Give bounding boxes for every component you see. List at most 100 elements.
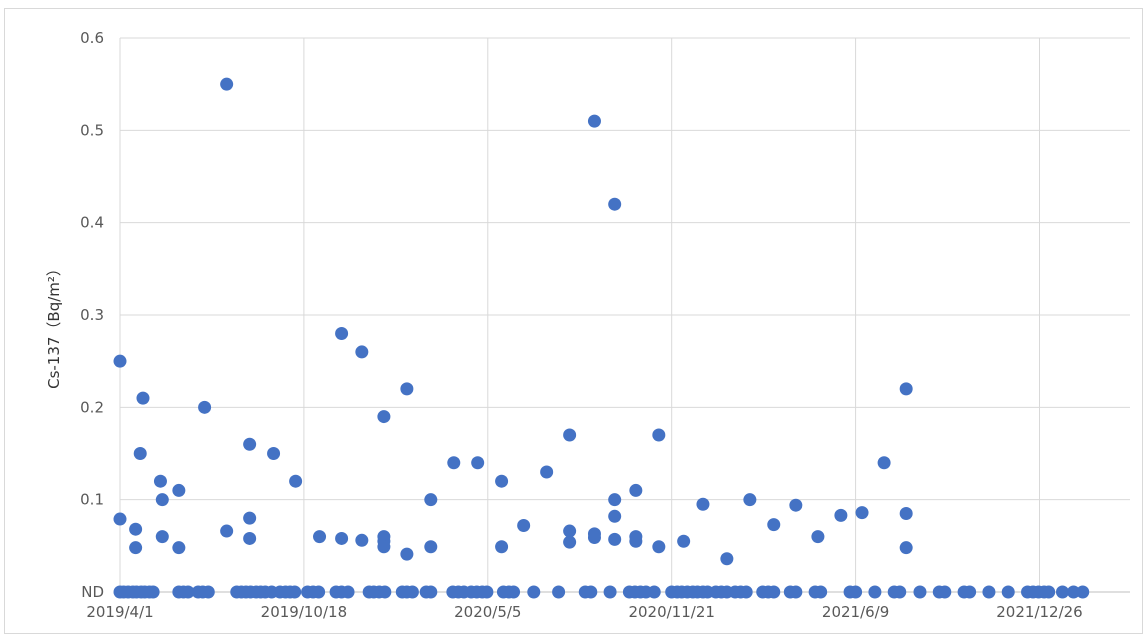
y-tick-label: 0.1 bbox=[80, 491, 104, 509]
data-point bbox=[608, 197, 622, 211]
y-tick-label: 0.6 bbox=[80, 29, 104, 47]
data-point bbox=[563, 428, 577, 442]
nd-point bbox=[146, 585, 160, 599]
data-point bbox=[129, 541, 143, 555]
data-point bbox=[155, 493, 169, 507]
data-point bbox=[447, 456, 461, 470]
y-tick-labels: ND 0.1 0.2 0.3 0.4 0.5 0.6 bbox=[80, 29, 104, 601]
nd-point bbox=[893, 585, 907, 599]
nd-point bbox=[584, 585, 598, 599]
nd-point bbox=[963, 585, 977, 599]
nd-point bbox=[849, 585, 863, 599]
data-point bbox=[243, 511, 257, 525]
data-point bbox=[220, 524, 234, 538]
data-point bbox=[335, 326, 349, 340]
gridlines bbox=[119, 37, 1130, 592]
data-point bbox=[267, 447, 281, 460]
scatter-chart: ND0.10.20.30.40.50.6 2019/4/1 2019/10/18 2… bbox=[45, 29, 1130, 621]
y-tick-label: 0.2 bbox=[80, 398, 104, 416]
data-point bbox=[608, 532, 622, 546]
nd-point bbox=[814, 585, 828, 599]
data-point bbox=[335, 531, 349, 545]
data-point bbox=[899, 382, 913, 396]
x-tick-label: 2020/5/5 bbox=[454, 603, 521, 621]
data-point bbox=[652, 540, 666, 554]
data-point bbox=[696, 497, 710, 511]
data-point bbox=[495, 474, 509, 488]
x-tick-label: 2020/11/21 bbox=[628, 603, 714, 621]
x-tick-label: 2019/4/1 bbox=[86, 603, 153, 621]
nd-point bbox=[868, 585, 882, 599]
data-point bbox=[789, 498, 803, 512]
data-point bbox=[540, 465, 554, 479]
data-point bbox=[133, 447, 147, 460]
nd-point bbox=[1076, 585, 1090, 599]
x-tick-labels: 2019/4/1 2019/10/18 2020/5/5 2020/11/21 2021… bbox=[86, 603, 1082, 621]
nd-point bbox=[181, 585, 195, 599]
data-point bbox=[629, 534, 643, 548]
data-point bbox=[563, 524, 577, 538]
data-point bbox=[377, 540, 391, 554]
nd-point bbox=[1042, 585, 1056, 599]
data-point bbox=[517, 519, 531, 533]
data-point bbox=[495, 540, 509, 554]
data-point bbox=[587, 531, 601, 545]
data-point bbox=[377, 410, 391, 424]
nd-point bbox=[1001, 585, 1015, 599]
nd-point bbox=[312, 585, 326, 599]
nd-point bbox=[288, 585, 302, 599]
data-point bbox=[652, 428, 666, 442]
data-point bbox=[113, 354, 127, 368]
nd-point bbox=[552, 585, 566, 599]
nd-point bbox=[1067, 585, 1081, 599]
x-tick-label: 2021/12/26 bbox=[996, 603, 1082, 621]
data-point bbox=[153, 474, 167, 488]
data-point bbox=[677, 534, 691, 548]
data-point bbox=[767, 518, 781, 532]
data-point bbox=[400, 547, 414, 561]
nd-point bbox=[767, 585, 781, 599]
data-point bbox=[720, 552, 734, 566]
data-point bbox=[424, 540, 438, 554]
data-points bbox=[113, 77, 1090, 599]
x-tick-label: 2021/6/9 bbox=[822, 603, 889, 621]
data-point bbox=[220, 77, 234, 91]
data-point bbox=[877, 456, 891, 470]
data-point bbox=[243, 531, 257, 545]
data-point bbox=[355, 533, 369, 547]
data-point bbox=[172, 541, 186, 555]
data-point bbox=[587, 114, 601, 128]
data-point bbox=[899, 541, 913, 555]
nd-point bbox=[913, 585, 927, 599]
data-point bbox=[289, 474, 303, 488]
nd-point bbox=[507, 585, 521, 599]
data-point bbox=[855, 506, 869, 520]
data-point bbox=[563, 535, 577, 549]
nd-point bbox=[938, 585, 952, 599]
data-point bbox=[424, 493, 438, 507]
nd-point bbox=[527, 585, 541, 599]
data-point bbox=[743, 493, 757, 507]
data-point bbox=[608, 493, 622, 507]
data-point bbox=[400, 382, 414, 396]
nd-point bbox=[378, 585, 392, 599]
nd-point bbox=[982, 585, 996, 599]
data-point bbox=[471, 456, 485, 470]
chart-frame: ND 0.1 0.2 0.3 0.4 0.5 0.6 2019/4/1 2019/10/18 2… bbox=[4, 8, 1143, 634]
data-point bbox=[113, 512, 127, 526]
nd-point bbox=[647, 585, 661, 599]
nd-point bbox=[405, 585, 419, 599]
nd-point bbox=[341, 585, 355, 599]
y-tick-label: 0.5 bbox=[80, 121, 104, 139]
nd-point bbox=[603, 585, 617, 599]
y-tick-label: 0.3 bbox=[80, 306, 104, 324]
data-point bbox=[129, 522, 143, 536]
nd-point bbox=[201, 585, 215, 599]
data-point bbox=[834, 508, 848, 522]
x-tick-label: 2019/10/18 bbox=[261, 603, 347, 621]
nd-point bbox=[424, 585, 438, 599]
nd-point bbox=[789, 585, 803, 599]
y-tick-label: ND bbox=[81, 583, 104, 601]
data-point bbox=[811, 530, 825, 544]
y-tick-label: 0.4 bbox=[80, 214, 104, 232]
